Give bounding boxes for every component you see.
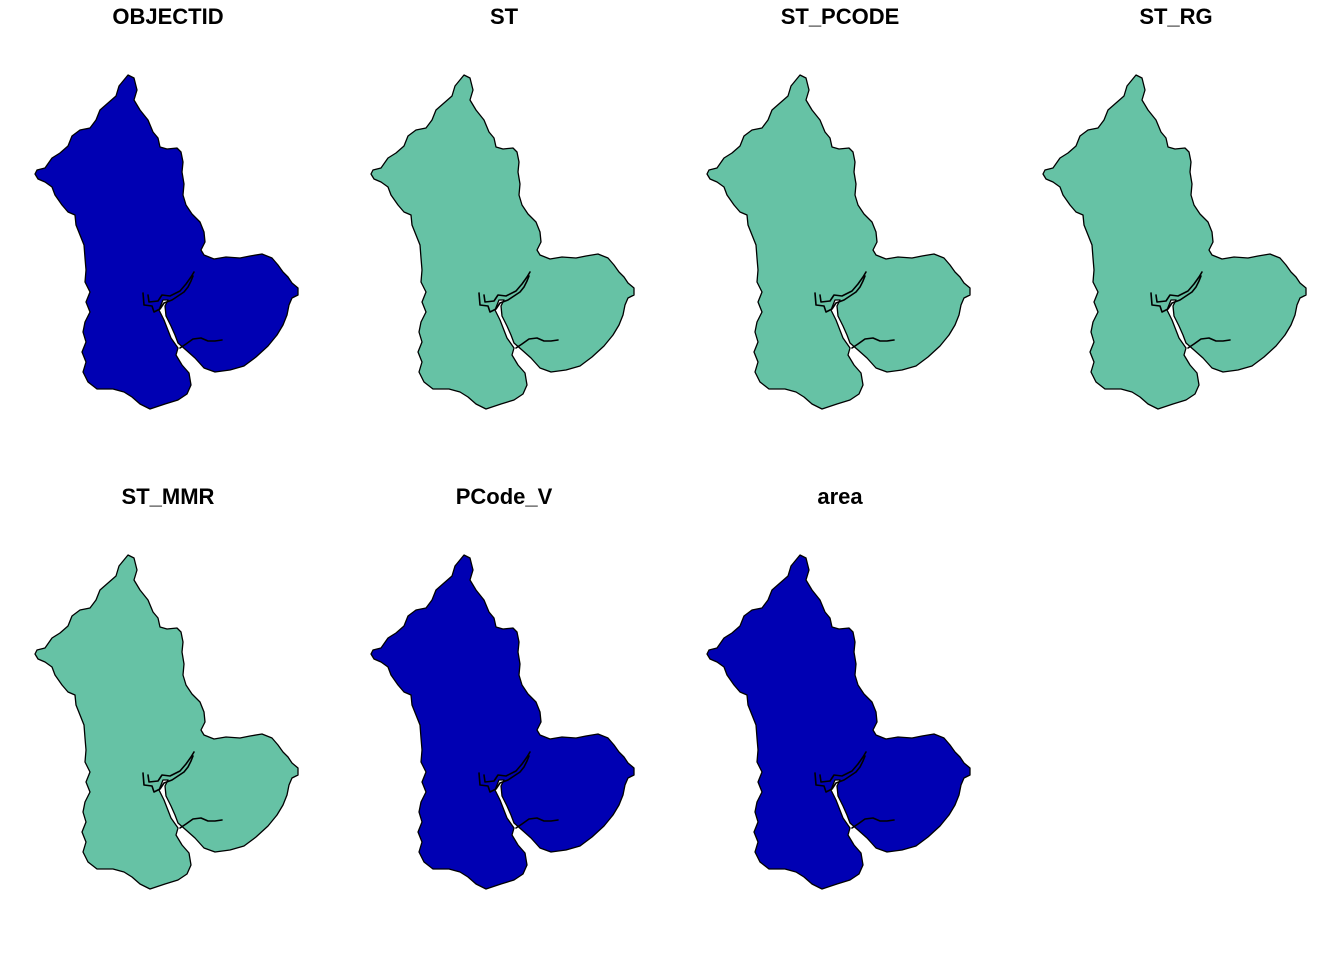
river-line-2: [819, 271, 867, 303]
river-line-3: [851, 817, 895, 829]
map-canvas: [370, 554, 635, 890]
map-canvas: [706, 74, 971, 410]
river-line-2: [147, 271, 195, 303]
panel-title: ST_PCODE: [780, 4, 900, 29]
map-panel-objectid: OBJECTID: [0, 0, 336, 480]
state-region: [1042, 74, 1307, 410]
river-line-1: [478, 275, 530, 313]
river-line-3: [515, 817, 559, 829]
map-canvas: [1042, 74, 1307, 410]
river-line-1: [1150, 275, 1202, 313]
state-region: [34, 554, 299, 890]
map-canvas: [34, 554, 299, 890]
river-line-1: [142, 755, 194, 793]
river-line-2: [819, 751, 867, 783]
panel-title: OBJECTID: [112, 4, 224, 29]
state-region: [370, 74, 635, 410]
river-line-3: [851, 337, 895, 349]
map-canvas: [34, 74, 299, 410]
map-canvas: [706, 554, 971, 890]
river-line-2: [1155, 271, 1203, 303]
map-panel-pcode-v: PCode_V: [336, 480, 672, 960]
river-line-1: [814, 755, 866, 793]
river-line-3: [515, 337, 559, 349]
panel-title: ST_RG: [1139, 4, 1213, 29]
river-line-3: [1187, 337, 1231, 349]
river-line-3: [179, 817, 223, 829]
river-line-3: [179, 337, 223, 349]
state-region: [34, 74, 299, 410]
state-region: [706, 554, 971, 890]
panel-title: PCode_V: [455, 484, 553, 509]
river-line-2: [147, 751, 195, 783]
river-line-1: [478, 755, 530, 793]
map-panel-st-mmr: ST_MMR: [0, 480, 336, 960]
river-line-2: [483, 751, 531, 783]
map-canvas: [370, 74, 635, 410]
state-region: [706, 74, 971, 410]
panel-title: ST: [489, 4, 519, 29]
state-region: [370, 554, 635, 890]
map-panel-st-pcode: ST_PCODE: [672, 0, 1008, 480]
panel-title: area: [817, 484, 863, 509]
map-panel-st: ST: [336, 0, 672, 480]
river-line-1: [814, 275, 866, 313]
map-panel-area: area: [672, 480, 1008, 960]
river-line-2: [483, 271, 531, 303]
river-line-1: [142, 275, 194, 313]
map-panel-st-rg: ST_RG: [1008, 0, 1344, 480]
panel-title: ST_MMR: [121, 484, 215, 509]
